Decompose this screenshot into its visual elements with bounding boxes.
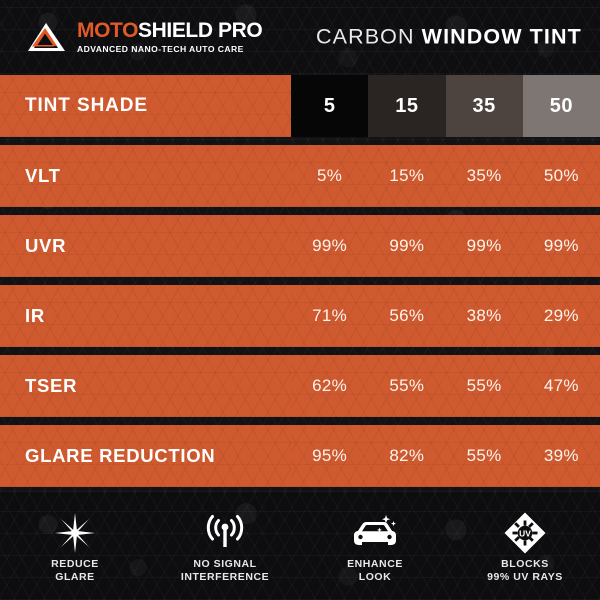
cell-value: 71% [312,306,348,325]
triangle-logo-icon [28,23,65,51]
cell-value: 62% [312,376,348,395]
cell-value: 55% [466,376,502,395]
cell-value: 50% [543,166,579,185]
feature-caption: NO SIGNAL INTERFERENCE [180,557,270,583]
cell-value: 99% [543,236,579,255]
cell-value: 99% [466,236,502,255]
table-row: IR 71% 56% 38% 29% [0,285,600,347]
row-values: 5% 15% 35% 50% [291,145,600,207]
shade-label: 35 [472,94,496,117]
row-values: 95% 82% 55% 39% [291,425,600,487]
row-label-cell: IR [0,285,291,347]
page-header: MOTOSHIELD PRO ADVANCED NANO-TECH AUTO C… [0,0,600,74]
cell-value: 38% [466,306,502,325]
cell-value: 82% [389,446,425,465]
page-title-bold: WINDOW TINT [421,24,582,49]
brand-name-part1: MOTO [77,19,139,43]
table-row: UVR 99% 99% 99% 99% [0,215,600,277]
cell-value: 47% [543,376,579,395]
feature-caption: REDUCE GLARE [51,557,99,583]
car-sparkle-icon [350,513,400,553]
table-row: GLARE REDUCTION 95% 82% 55% 39% [0,425,600,487]
cell-value: 15% [389,166,425,185]
cell-value: 55% [389,376,425,395]
shade-column-0[interactable]: 5 [291,75,369,137]
shade-label: 5 [323,94,336,117]
row-label-cell: VLT [0,145,291,207]
table-row: TSER 62% 55% 55% 47% [0,355,600,417]
feature-footer: REDUCE GLARE NO SIGNAL IN [0,492,600,600]
cell-value: 29% [543,306,579,325]
cell-value: 35% [466,166,502,185]
cell-value: 95% [312,446,348,465]
table-row: VLT 5% 15% 35% 50% [0,145,600,207]
table-header-label: TINT SHADE [25,95,148,116]
shade-header-cells: 5 15 35 50 [291,75,600,137]
cell-value: 39% [543,446,579,465]
shade-label: 50 [549,94,573,117]
table-header-label-cell: TINT SHADE [0,75,291,137]
cell-value: 56% [389,306,425,325]
uv-shield-icon: UV [503,511,547,554]
brand-name-part2: SHIELD PRO [138,19,263,43]
brand-logo: MOTOSHIELD PRO ADVANCED NANO-TECH AUTO C… [24,19,263,54]
cell-value: 55% [466,446,502,465]
page-title-light: CARBON [316,24,415,49]
shade-column-3[interactable]: 50 [522,75,600,137]
cell-value: 99% [389,236,425,255]
signal-waves-icon [204,513,246,553]
row-label: GLARE REDUCTION [25,445,216,466]
row-label-cell: TSER [0,355,291,417]
feature-blocks-uv: UV BLOCKS 99% UV RAYS [450,492,600,600]
shade-label: 15 [395,94,419,117]
row-label-cell: UVR [0,215,291,277]
spec-table: TINT SHADE 5 15 35 50 VLT [0,74,600,492]
feature-caption: ENHANCE LOOK [347,557,403,583]
page-title: CARBON WINDOW TINT [316,25,582,50]
row-label: VLT [25,165,61,186]
table-header-row: TINT SHADE 5 15 35 50 [0,75,600,137]
row-values: 71% 56% 38% 29% [291,285,600,347]
row-values: 99% 99% 99% 99% [291,215,600,277]
cell-value: 5% [317,166,343,185]
shade-column-1[interactable]: 15 [368,75,446,137]
feature-reduce-glare: REDUCE GLARE [0,492,150,600]
feature-caption: BLOCKS 99% UV RAYS [487,557,563,583]
brand-tagline: ADVANCED NANO-TECH AUTO CARE [77,43,244,54]
row-label: UVR [25,235,67,256]
cell-value: 99% [312,236,348,255]
row-label: IR [25,305,45,326]
row-values: 62% 55% 55% 47% [291,355,600,417]
shade-column-2[interactable]: 35 [445,75,523,137]
row-label: TSER [25,375,78,396]
svg-text:UV: UV [519,528,531,538]
feature-enhance-look: ENHANCE LOOK [300,492,450,600]
brand-name: MOTOSHIELD PRO [77,19,263,43]
feature-no-signal-interference: NO SIGNAL INTERFERENCE [150,492,300,600]
starburst-icon [54,512,96,553]
row-label-cell: GLARE REDUCTION [0,425,291,487]
